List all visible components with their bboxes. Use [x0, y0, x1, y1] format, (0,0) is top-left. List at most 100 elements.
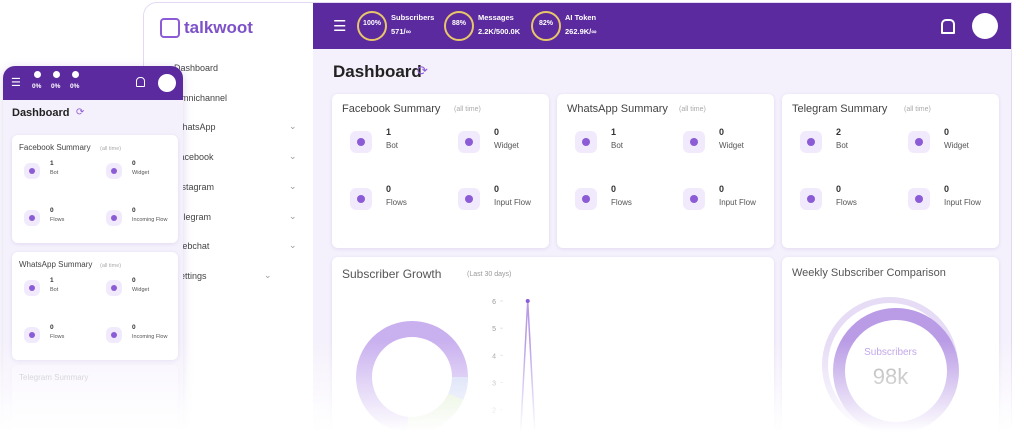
stat-circle [357, 11, 387, 41]
chevron: ⌄ [289, 180, 297, 191]
sidebar-item[interactable]: Webchat [174, 241, 210, 252]
item-label: Input Flow [944, 197, 981, 207]
sidebar-item[interactable]: Telegram [174, 211, 212, 222]
item-label: Input Flow [719, 197, 756, 207]
card-title: WhatsApp Summary [19, 260, 93, 269]
chevron: ⌄ [264, 269, 272, 280]
item-icon [106, 327, 122, 343]
item-icon [908, 188, 930, 210]
stat-value: 262.9K/∞ [565, 27, 597, 36]
item-value: 0 [494, 183, 500, 194]
item-icon [800, 188, 822, 210]
y-tick-label: 6 [492, 299, 496, 306]
item-value: 0 [494, 126, 500, 137]
y-tick-label: 5 [492, 326, 496, 333]
summary-card: Telegram Summary (all time) 2 Bot 0 Widget 0 Fl… [782, 94, 999, 248]
stat-value: 2.2K/500.0K [478, 27, 521, 36]
growth-line [518, 300, 719, 448]
page-title: Dashboard [12, 107, 70, 119]
item-icon [106, 163, 122, 179]
item-label: Flows [50, 217, 65, 224]
item-label: Flows [386, 197, 407, 207]
item-label: Widget [132, 287, 150, 294]
stat-icon [72, 71, 79, 78]
y-tick-label: 2 [492, 408, 496, 415]
y-tick-label: 1 [492, 435, 496, 442]
chevron: ⌄ [289, 210, 297, 221]
item-label: Widget [132, 170, 150, 177]
item-value: 0 [50, 206, 54, 214]
item-value: 0 [611, 183, 617, 194]
weekly-value: 98k [872, 364, 909, 389]
item-value: 0 [132, 159, 136, 167]
stat-percent: 0% [32, 83, 42, 90]
mobile-top-bar: ☰ 0% 0% 0% [3, 66, 183, 100]
item-label: Widget [494, 140, 519, 150]
weekly-label: Subscribers [864, 347, 917, 358]
item-label: Bot [611, 140, 624, 150]
card-title: Subscriber Growth [342, 267, 442, 281]
card-title: Facebook Summary [19, 143, 91, 152]
item-icon [106, 280, 122, 296]
item-label: Input Flow [494, 197, 531, 207]
sidebar-item[interactable]: Omnichannel [174, 92, 228, 103]
sidebar-item[interactable]: Settings [174, 270, 207, 281]
item-label: Bot [50, 170, 59, 177]
stat-circle [444, 11, 474, 41]
chevron: ⌄ [289, 151, 297, 162]
item-value: 1 [611, 126, 617, 137]
growth-line-chart: 1 2 3 4 5 6 [492, 299, 719, 448]
card-title: Telegram Summary [792, 103, 888, 115]
item-icon [458, 188, 480, 210]
item-icon [24, 163, 40, 179]
telegram-card: Telegram Summary [12, 365, 178, 448]
refresh-icon[interactable]: ⟳ [417, 63, 428, 78]
item-value: 0 [836, 183, 842, 194]
summary-card: WhatsApp Summary (all time) 1 Bot 0 Widget 0 Fl… [12, 252, 178, 360]
menu-icon: ☰ [333, 18, 347, 35]
summary-card: WhatsApp Summary (all time) 1 Bot 0 Widget 0 Fl… [557, 94, 774, 248]
item-value: 1 [50, 276, 54, 284]
card-period: (Last 30 days) [467, 271, 512, 278]
stat-icon [53, 71, 60, 78]
sidebar-item[interactable]: Facebook [174, 152, 214, 163]
summary-card: Facebook Summary (all time) 1 Bot 0 Widget 0 Fl… [12, 135, 178, 243]
item-label: Flows [611, 197, 632, 207]
item-icon [24, 280, 40, 296]
card-period: (all time) [100, 146, 122, 152]
item-icon [800, 131, 822, 153]
card-period: (all time) [454, 106, 481, 113]
item-label: Widget [944, 140, 969, 150]
avatar[interactable] [972, 13, 998, 39]
menu-icon: ☰ [11, 77, 21, 89]
stat-percent: 100% [363, 20, 381, 27]
top-bar: ☰ 100% Subscribers 571/∞ 88% Messages 2.2K/50… [313, 3, 1011, 49]
item-label: Bot [386, 140, 399, 150]
sidebar-item[interactable]: Dashboard [174, 63, 219, 73]
item-icon [458, 131, 480, 153]
item-label: Flows [50, 334, 65, 341]
item-value: 0 [132, 276, 136, 284]
item-value: 0 [719, 126, 725, 137]
item-value: 0 [944, 183, 950, 194]
card-period: (all time) [100, 263, 122, 269]
item-value: 1 [386, 126, 392, 137]
growth-card: Subscriber Growth (Last 30 days) 1 2 3 4 5 6 [332, 257, 774, 448]
sidebar-item[interactable]: WhatsApp [174, 122, 216, 133]
summary-card: Facebook Summary (all time) 1 Bot 0 Widget 0 Fl… [332, 94, 549, 248]
refresh-icon[interactable]: ⟳ [76, 107, 85, 118]
item-value: 0 [386, 183, 392, 194]
item-icon [24, 327, 40, 343]
stat-value: 571/∞ [391, 27, 411, 36]
bell-icon[interactable] [941, 19, 955, 34]
sidebar-item[interactable]: Instagram [174, 181, 215, 192]
stat-percent: 0% [70, 83, 80, 90]
stat-percent: 88% [451, 20, 466, 27]
y-tick-label: 3 [492, 381, 496, 388]
chevron: ⌄ [289, 240, 297, 251]
avatar[interactable] [158, 74, 176, 92]
bell-icon[interactable] [136, 77, 145, 87]
chevron: ⌄ [289, 121, 297, 132]
card-title: Telegram Summary [19, 373, 89, 382]
stat-label: Messages [478, 13, 514, 22]
